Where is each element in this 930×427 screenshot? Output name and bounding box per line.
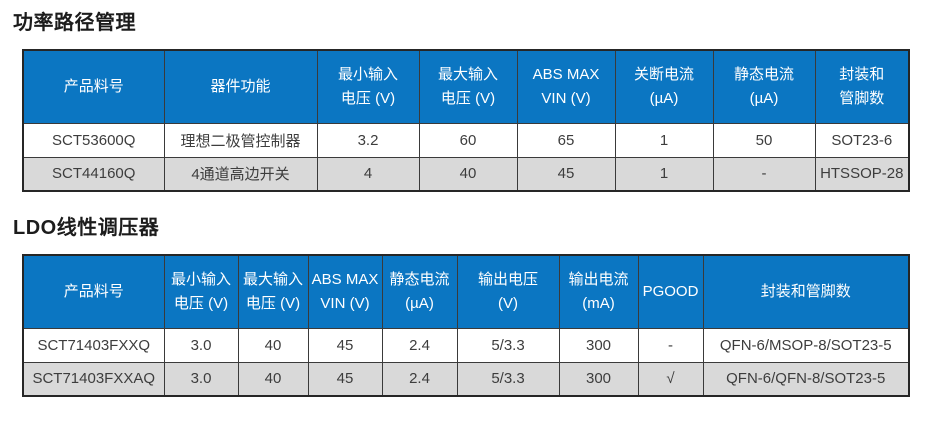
column-header: 最大输入 电压 (V) <box>418 49 518 124</box>
value-cell: 2.4 <box>381 361 458 397</box>
value-cell: HTSSOP-28 <box>814 156 910 192</box>
value-cell: 40 <box>237 327 309 363</box>
section-title: 功率路径管理 <box>13 12 136 34</box>
section-ldo: LDO线性调压器 产品料号 最小输入 电压 (V) 最大输入 电压 (V) ABS M… <box>13 217 930 397</box>
table-row: SCT53600Q 理想二极管控制器 3.2 60 65 1 50 SOT23-6 <box>22 122 910 158</box>
table-row: SCT44160Q 4通道高边开关 4 40 45 1- HTSSOP-28 <box>22 156 910 192</box>
value-cell: 300 <box>558 361 639 397</box>
table-row: SCT71403FXXQ 3.0 40 45 2.4 5/3.3 300- QFN-6/MSO… <box>22 327 910 363</box>
power-path-table: 产品料号 器件功能 最小输入 电压 (V) 最大输入 电压 (V) ABS MAX VI… <box>22 49 910 192</box>
value-cell: - <box>637 327 704 363</box>
column-header: 最小输入 电压 (V) <box>316 49 420 124</box>
column-header: PGOOD <box>637 254 704 329</box>
column-header: ABS MAX VIN (V) <box>516 49 616 124</box>
value-cell: 300 <box>558 327 639 363</box>
value-cell: - <box>712 156 816 192</box>
column-header: 静态电流 (µA) <box>381 254 458 329</box>
value-cell: 3.0 <box>163 327 239 363</box>
value-cell: √ <box>637 361 704 397</box>
value-cell: 45 <box>307 361 383 397</box>
value-cell: 2.4 <box>381 327 458 363</box>
value-cell: 40 <box>237 361 309 397</box>
value-cell: 40 <box>418 156 518 192</box>
column-header: 最大输入 电压 (V) <box>237 254 309 329</box>
value-cell: 1 <box>614 156 714 192</box>
column-header: 静态电流 (µA) <box>712 49 816 124</box>
value-cell: QFN-6/MSOP-8/SOT23-5 <box>702 327 910 363</box>
column-header: ABS MAX VIN (V) <box>307 254 383 329</box>
value-cell: 45 <box>516 156 616 192</box>
column-header: 封装和管脚数 <box>702 254 910 329</box>
value-cell: 3.0 <box>163 361 239 397</box>
column-header: 输出电压 (V) <box>456 254 560 329</box>
column-header: 封装和 管脚数 <box>814 49 910 124</box>
value-cell: 理想二极管控制器 <box>163 122 318 158</box>
part-number-cell: SCT71403FXXQ <box>22 327 165 363</box>
section-title: LDO线性调压器 <box>13 217 160 239</box>
column-header: 关断电流 (µA) <box>614 49 714 124</box>
header-row: 产品料号 最小输入 电压 (V) 最大输入 电压 (V) ABS MAX VIN (V… <box>22 254 910 329</box>
value-cell: 3.2 <box>316 122 420 158</box>
value-cell: 5/3.3 <box>456 327 560 363</box>
column-header: 最小输入 电压 (V) <box>163 254 239 329</box>
part-number-cell: SCT71403FXXAQ <box>22 361 165 397</box>
header-row: 产品料号 器件功能 最小输入 电压 (V) 最大输入 电压 (V) ABS MAX VI… <box>22 49 910 124</box>
value-cell: 45 <box>307 327 383 363</box>
value-cell: SOT23-6 <box>814 122 910 158</box>
column-header: 输出电流 (mA) <box>558 254 639 329</box>
column-header: 产品料号 <box>22 254 165 329</box>
table-row: SCT71403FXXAQ 3.0 40 45 2.4 5/3.3 300 √ QFN-6/QF… <box>22 361 910 397</box>
section-power-path: 功率路径管理 产品料号 器件功能 最小输入 电压 (V) 最大输入 电压 (V) ABS… <box>13 12 930 192</box>
value-cell: 60 <box>418 122 518 158</box>
value-cell: 4通道高边开关 <box>163 156 318 192</box>
part-number-cell: SCT44160Q <box>22 156 165 192</box>
part-number-cell: SCT53600Q <box>22 122 165 158</box>
value-cell: 50 <box>712 122 816 158</box>
column-header: 产品料号 <box>22 49 165 124</box>
value-cell: 5/3.3 <box>456 361 560 397</box>
column-header: 器件功能 <box>163 49 318 124</box>
ldo-table: 产品料号 最小输入 电压 (V) 最大输入 电压 (V) ABS MAX VIN (V… <box>22 254 910 397</box>
value-cell: 1 <box>614 122 714 158</box>
value-cell: 4 <box>316 156 420 192</box>
value-cell: QFN-6/QFN-8/SOT23-5 <box>702 361 910 397</box>
value-cell: 65 <box>516 122 616 158</box>
